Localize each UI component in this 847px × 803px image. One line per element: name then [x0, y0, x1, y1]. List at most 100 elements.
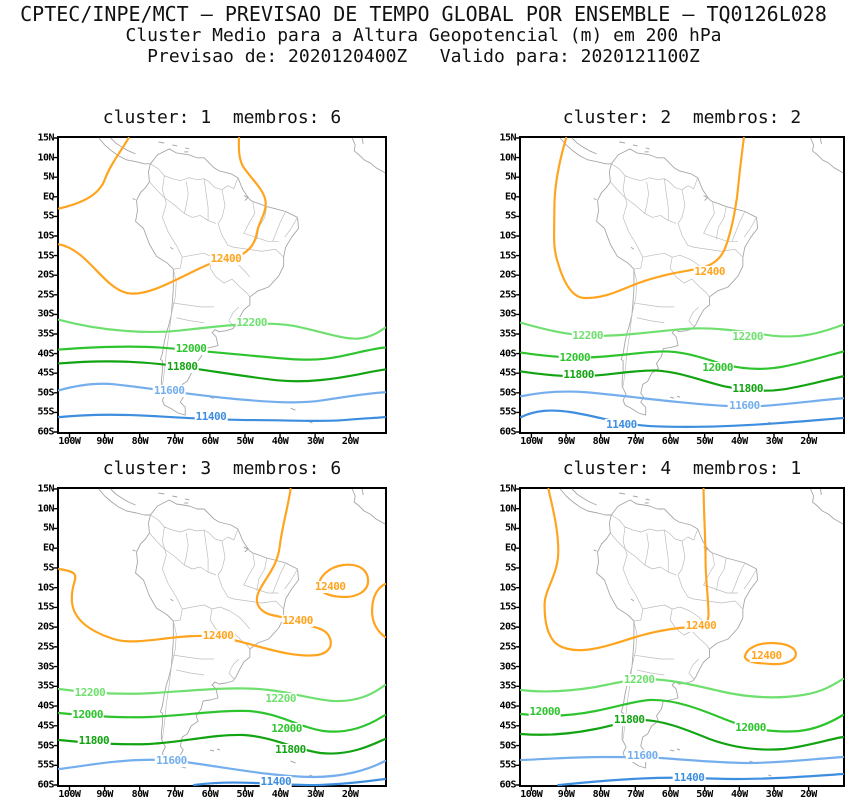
panel-2-title: cluster: 2 membros: 2: [562, 107, 802, 128]
lat-label: 10S: [37, 230, 54, 242]
lon-label: 30W: [306, 789, 324, 800]
lon-label: 80W: [592, 436, 610, 447]
contour-label: 11800: [731, 382, 764, 396]
contour-11800: [57, 733, 387, 755]
contour-label: 12400: [281, 613, 314, 628]
lat-label: 35S: [37, 680, 54, 692]
lat-label: 30S: [499, 661, 516, 673]
contour-12000: [519, 698, 845, 733]
contour-label: 12400: [750, 648, 783, 662]
contour-11600: [519, 390, 845, 408]
lat-label: EQ: [504, 542, 517, 554]
contour-12200: [519, 677, 845, 699]
lon-label: 90W: [96, 436, 113, 447]
lon-label: 20W: [800, 436, 817, 447]
lon-label: 100W: [58, 789, 81, 800]
lon-label: 90W: [96, 789, 113, 800]
lon-label: 20W: [341, 789, 359, 800]
lat-label: 15N: [499, 132, 516, 144]
lat-label: 45S: [37, 720, 54, 732]
lat-label: 55S: [499, 406, 516, 418]
panel-4-lon-axis: 100W 90W 80W 70W 60W 50W 40W 30W 20W: [520, 789, 843, 803]
contour-11600: [57, 758, 387, 779]
lon-label: 60W: [201, 789, 219, 800]
contour-label: 12400: [313, 580, 347, 594]
panel-cluster-1: cluster: 1 membros: 6 15N 10N 5N EQ 5S 10S 15S…: [37, 107, 387, 447]
lon-label: 80W: [131, 436, 149, 447]
panel-4-lat-axis: 15N 10N 5N EQ 5S 10S 15S 20S 25S 30S 35S 40S 45S 50S 5…: [482, 484, 517, 791]
contour-label: 11800: [274, 743, 307, 757]
contour-label: 11600: [728, 399, 761, 413]
lat-label: 10S: [499, 230, 516, 242]
lon-label: 40W: [731, 436, 748, 447]
contour-label: 11600: [155, 753, 188, 768]
contour-12000: [57, 709, 387, 733]
panel-2-lat-axis: 15N 10N 5N EQ 5S 10S 15S 20S 25S 30S 35S 40S 45S 50S 5…: [482, 133, 517, 438]
panel-1-lon-axis: 100W 90W 80W 70W 60W 50W 40W 30W 20W: [58, 436, 385, 450]
lon-label: 60W: [661, 789, 679, 800]
contour-label: 12000: [270, 722, 303, 736]
lat-label: 15N: [37, 132, 54, 144]
lat-label: 15S: [37, 601, 54, 613]
chart-title: CPTEC/INPE/MCT — PREVISAO DE TEMPO GLOBA…: [20, 2, 827, 26]
contour-label: 12000: [734, 721, 767, 735]
lat-label: 55S: [37, 759, 54, 771]
chart-validity-line: Previsao de: 2020120400Z Valido para: 20…: [147, 46, 700, 67]
contour-label: 11800: [165, 360, 199, 374]
contour-label: 12400: [209, 252, 243, 266]
lat-label: 40S: [499, 700, 516, 712]
panel-2-lon-axis: 100W 90W 80W 70W 60W 50W 40W 30W 20W: [520, 436, 843, 450]
lon-label: 70W: [166, 436, 183, 447]
panel-4-title: cluster: 4 membros: 1: [562, 458, 802, 479]
lat-label: 10N: [499, 503, 516, 515]
lat-label: 5N: [42, 522, 55, 534]
lat-label: 40S: [37, 700, 54, 712]
contour-12000: [57, 345, 387, 361]
lon-label: 90W: [557, 789, 575, 800]
lon-label: 70W: [627, 789, 644, 800]
contour-label: 12400: [684, 619, 718, 633]
lon-label: 50W: [696, 436, 713, 447]
lat-label: 55S: [37, 406, 54, 418]
lat-label: 5N: [504, 522, 517, 534]
panel-3-lat-axis: 15N 10N 5N EQ 5S 10S 15S 20S 25S 30S 35S 40S 45S 50S 5…: [20, 484, 55, 791]
chart-subtitle: Cluster Medio para a Altura Geopotencial…: [125, 25, 722, 46]
contour-label: 12400: [693, 265, 726, 279]
lon-label: 40W: [271, 436, 289, 447]
lat-label: 5S: [504, 562, 517, 574]
lat-label: 10N: [499, 152, 516, 164]
lat-label: 35S: [499, 680, 516, 692]
panel-4-contour-labels: 12400 12400 12200 12000 12000 11800 11600 11400: [521, 489, 843, 785]
contour-label: 11400: [672, 771, 706, 785]
contour-label: 12200: [264, 691, 297, 705]
contour-12400: [57, 136, 267, 295]
lat-label: 25S: [499, 289, 516, 301]
lat-label: EQ: [42, 542, 55, 554]
lon-label: 70W: [627, 436, 644, 447]
lat-label: 15N: [37, 483, 54, 495]
lat-label: 60S: [499, 779, 516, 791]
lat-label: 25S: [37, 641, 54, 653]
lat-label: 15S: [499, 601, 516, 613]
contour-label: 12400: [201, 629, 235, 643]
contour-label: 12200: [235, 315, 268, 329]
contour-11600: [57, 382, 387, 404]
lat-label: 5N: [504, 171, 517, 183]
lat-label: 45S: [499, 720, 516, 732]
contour-label: 12200: [571, 328, 604, 342]
lon-label: 30W: [306, 436, 324, 447]
lat-label: 45S: [499, 367, 516, 379]
lon-label: 80W: [592, 789, 610, 800]
panel-3-contour-labels: 12400 12400 12400 12200 12200 12000 12000 11800…: [59, 489, 385, 789]
contour-label: 12000: [174, 341, 208, 355]
contour-11400: [519, 409, 845, 428]
contour-11800: [57, 360, 387, 383]
contour-label: 11400: [259, 774, 293, 789]
lon-label: 40W: [731, 789, 748, 800]
panel-cluster-4: cluster: 4 membros: 1 15N 10N 5N EQ 5S 10S 15S…: [499, 458, 845, 800]
panel-1-contour-labels: 12400 12200 12000 11800 11600 11400: [59, 138, 385, 432]
panel-2-contour-labels: 12400 12200 12200 12000 12000 11800 11800 11600…: [521, 138, 843, 432]
lon-label: 30W: [765, 789, 783, 800]
contour-11400: [57, 413, 387, 423]
lat-label: EQ: [504, 191, 517, 203]
